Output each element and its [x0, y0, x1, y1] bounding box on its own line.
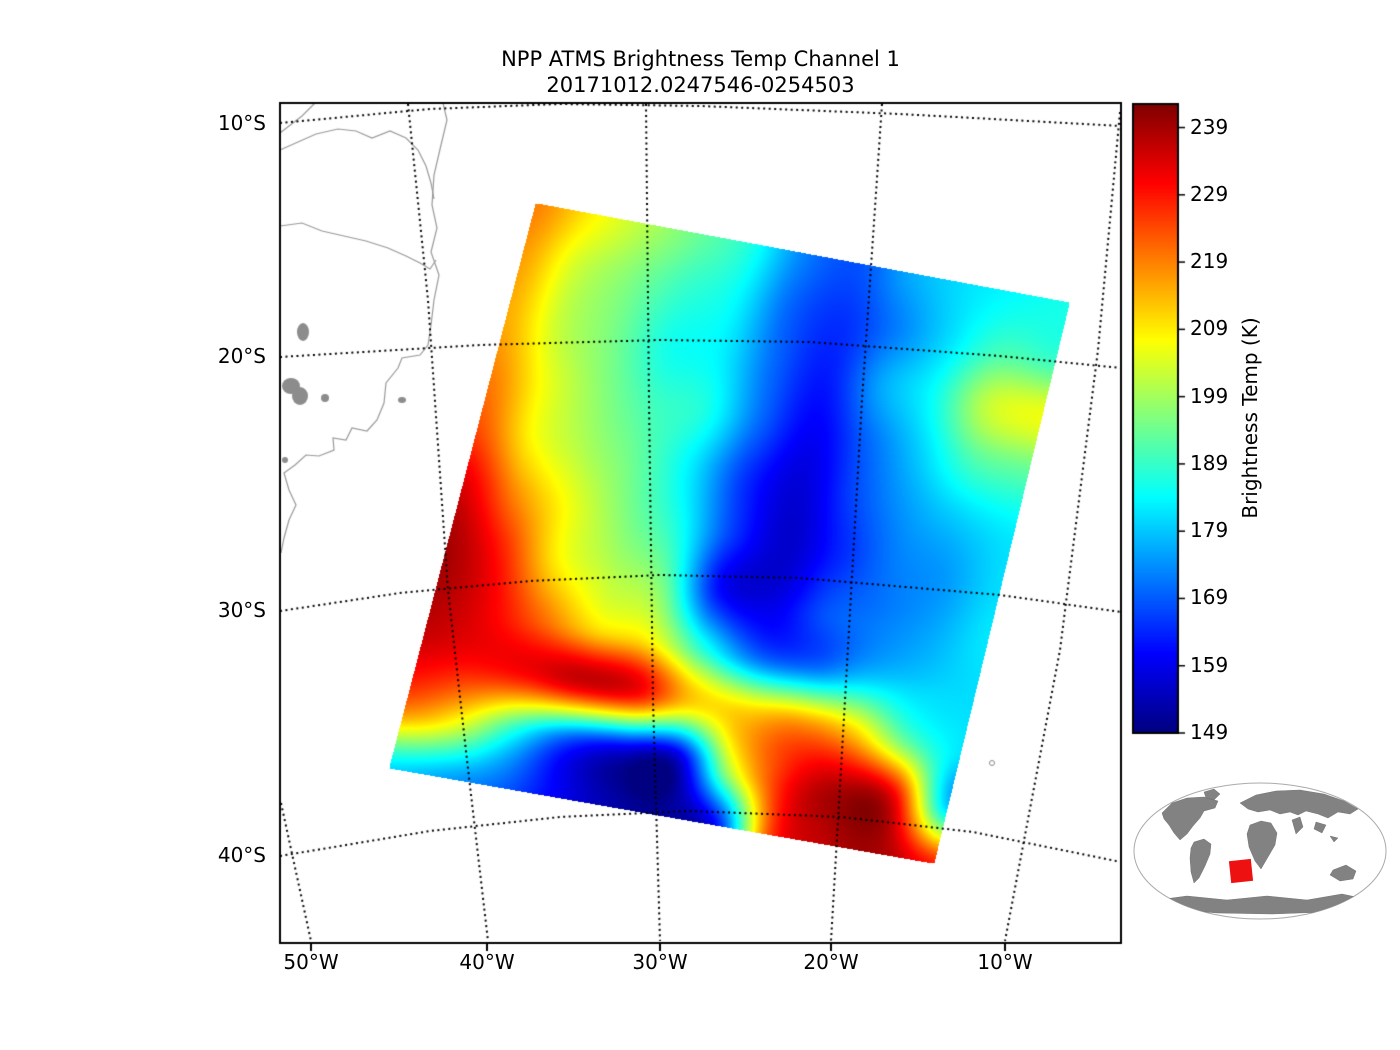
title-block: NPP ATMS Brightness Temp Channel 1 20171…	[280, 46, 1121, 98]
world-map-inset	[1133, 782, 1387, 920]
colorbar-tick-label: 159	[1190, 652, 1229, 677]
colorbar-tick-label: 199	[1190, 383, 1229, 408]
colorbar-tick-label: 149	[1190, 720, 1229, 744]
lat-tick-label: 10°S	[217, 111, 266, 135]
colorbar-tick-label: 239	[1190, 114, 1229, 139]
continent-india	[1291, 816, 1304, 835]
continent-eurasia	[1239, 789, 1359, 819]
lon-tick-label: 10°W	[977, 950, 1033, 974]
continent-antarctica	[1149, 893, 1371, 915]
colorbar-axis-label: Brightness Temp (K)	[1238, 317, 1262, 519]
colorbar-tick-label: 189	[1190, 450, 1229, 475]
page-title: NPP ATMS Brightness Temp Channel 1	[501, 47, 900, 71]
continent-africa	[1246, 820, 1278, 870]
colorbar-tick-label: 219	[1190, 249, 1229, 274]
swath-location-marker	[1228, 858, 1254, 884]
lat-tick-label: 20°S	[217, 344, 266, 368]
continents	[1149, 788, 1371, 915]
continent-indonesia	[1329, 835, 1339, 843]
lat-tick-label: 30°S	[217, 598, 266, 622]
lon-tick-label: 50°W	[283, 950, 339, 974]
lon-tick-label: 20°W	[803, 950, 859, 974]
lat-tick-label: 40°S	[217, 843, 266, 867]
continent-australia	[1329, 864, 1357, 882]
colorbar-tick-label: 229	[1190, 181, 1229, 206]
colorbar-tick-label: 209	[1190, 316, 1229, 341]
page-subtitle: 20171012.0247546-0254503	[546, 73, 855, 97]
continent-se-asia	[1313, 821, 1327, 834]
continent-greenland	[1203, 788, 1221, 801]
colorbar-tick-label: 179	[1190, 518, 1229, 543]
continent-south-america	[1189, 838, 1212, 884]
continent-north-america	[1161, 796, 1219, 841]
lon-tick-label: 30°W	[632, 950, 688, 974]
colorbar-tick-label: 169	[1190, 585, 1229, 610]
lon-tick-label: 40°W	[459, 950, 515, 974]
